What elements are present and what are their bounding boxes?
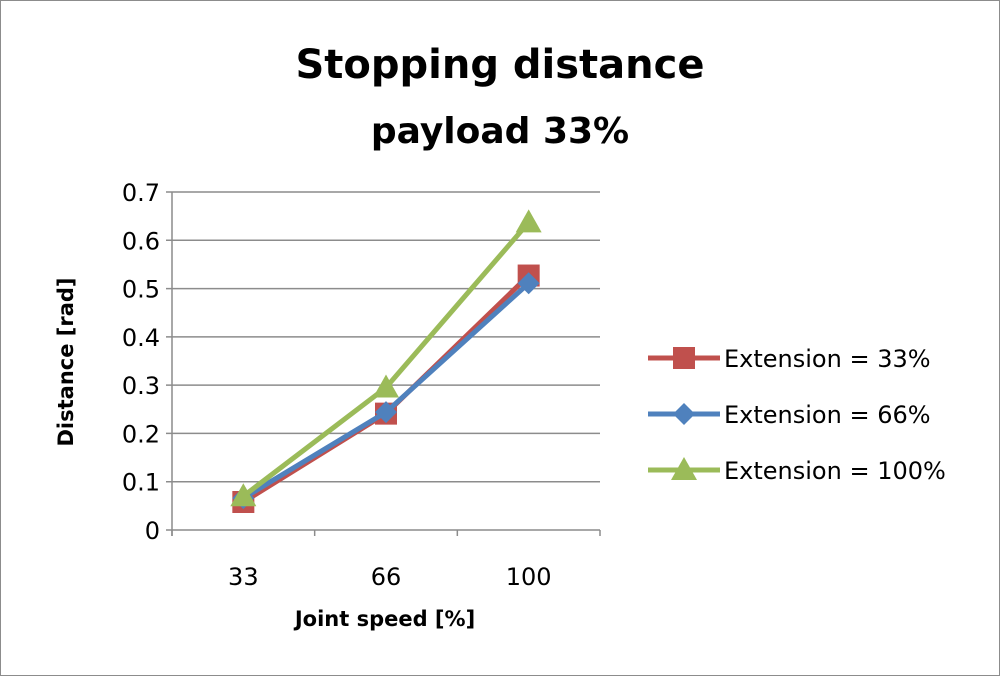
x-tick-label: 100 (506, 563, 552, 591)
y-tick-label: 0.4 (122, 324, 160, 352)
data-point-2 (375, 401, 397, 424)
series-line-3 (241, 220, 531, 499)
y-tick-label: 0 (145, 517, 160, 545)
x-axis-label: Joint speed [%] (293, 607, 475, 631)
chart-subtitle: payload 33% (371, 111, 629, 152)
chart-title: Stopping distance (295, 42, 704, 88)
legend-marker-diamond (673, 403, 695, 425)
data-point-3 (373, 374, 399, 398)
data-point-2 (517, 272, 540, 295)
data-point-3 (515, 209, 542, 233)
y-tick-label: 0.7 (122, 179, 160, 207)
legend-label: Extension = 100% (724, 457, 946, 485)
y-tick-label: 0.3 (122, 372, 160, 400)
legend-marker-square (673, 347, 695, 369)
x-tick-label: 33 (228, 563, 259, 591)
legend-label: Extension = 66% (724, 401, 931, 429)
y-tick-label: 0.6 (122, 227, 160, 255)
legend-label: Extension = 33% (724, 345, 931, 373)
y-tick-label: 0.1 (122, 469, 160, 497)
data-point-3 (230, 483, 257, 507)
y-tick-label: 0.5 (122, 276, 160, 304)
legend-marker-triangle (671, 457, 697, 480)
x-tick-label: 66 (371, 563, 402, 591)
y-tick-label: 0.2 (122, 420, 160, 448)
y-axis-label: Distance [rad] (54, 277, 78, 446)
